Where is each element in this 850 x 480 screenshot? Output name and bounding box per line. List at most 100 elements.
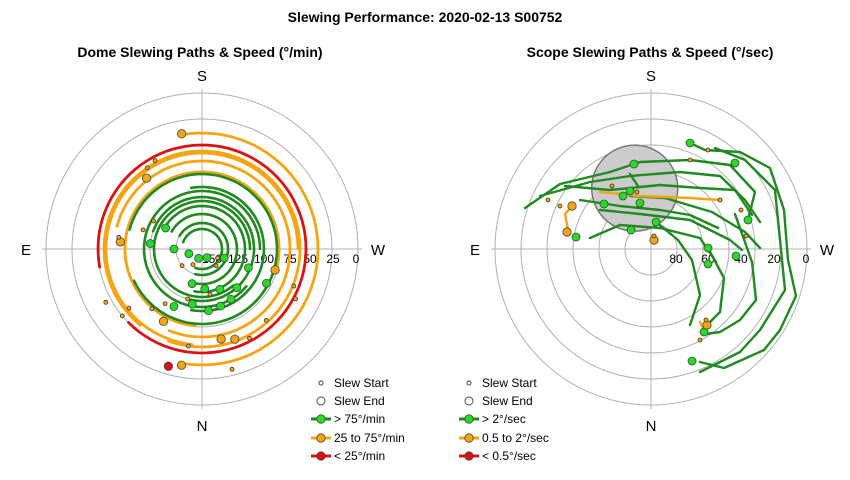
slew-end-point (200, 284, 210, 294)
radial-tick-label: 25 (326, 252, 340, 266)
compass-bottom: N (197, 418, 208, 435)
radial-tick-label: 0 (353, 252, 360, 266)
slew-start-point (126, 305, 132, 311)
slew-path-fast (654, 220, 702, 327)
slew-path-fast (628, 172, 640, 188)
legend-label: > 75°/min (334, 412, 386, 427)
slew-path-fast (563, 183, 754, 217)
legend-symbol-start (466, 380, 472, 386)
slew-end-point (243, 263, 253, 273)
scope-polar-chart: SNE W80 60 40 20 0 (470, 68, 835, 435)
legend-dot (316, 451, 326, 461)
slew-end-point (743, 215, 753, 225)
slew-start-point (116, 234, 122, 240)
compass-left: E (21, 242, 31, 259)
legend-label: Slew Start (482, 376, 537, 390)
slew-start-point (151, 218, 156, 224)
legend-label: 25 to 75°/min (334, 430, 405, 445)
slew-end-point (730, 158, 740, 168)
slew-start-point (229, 366, 235, 372)
slew-end-point (232, 283, 242, 293)
legend-end-marker (316, 396, 326, 406)
slew-end-point (635, 198, 645, 208)
slew-start-point (190, 262, 196, 267)
compass-top: S (646, 68, 656, 85)
legend-symbol-end (464, 396, 474, 406)
slew-end-point (187, 279, 197, 289)
slew-end-point (618, 191, 628, 201)
slew-end-point (169, 244, 179, 254)
slew-start-point (738, 207, 744, 213)
slew-end-point (599, 199, 609, 209)
slew-end-point (161, 223, 171, 233)
legend-symbol-slow (459, 451, 479, 461)
slew-path-medium (102, 149, 302, 349)
slew-path-fast (538, 170, 762, 224)
slew-start-point (213, 263, 219, 269)
slew-end-point (230, 334, 240, 344)
legend-symbol-end (316, 396, 326, 406)
slew-end-point (145, 239, 155, 248)
legend-dot (464, 451, 474, 461)
slew-start-point (743, 233, 749, 239)
slew-end-point (184, 249, 194, 259)
legend-start-marker (466, 380, 472, 386)
slew-path-fast (698, 146, 787, 374)
slew-start-point (179, 263, 185, 269)
legend-start-marker (318, 380, 324, 386)
slew-end-point (562, 227, 572, 237)
slew-start-point (149, 306, 155, 312)
slew-path-fast (523, 158, 757, 222)
slew-end-point (262, 278, 271, 288)
slew-start-point (207, 291, 213, 297)
slew-path-fast (704, 212, 758, 336)
main-title: Slewing Performance: 2020-02-13 S00752 (287, 9, 563, 25)
slew-end-point (204, 306, 213, 316)
legend-symbol-fast (311, 414, 331, 424)
slew-path-fast (704, 246, 726, 328)
slew-start-point (291, 283, 297, 289)
compass-left: E (470, 242, 480, 259)
legend-label: Slew End (482, 394, 533, 409)
slew-path-fast (598, 208, 744, 252)
slew-end-point (629, 159, 639, 169)
slew-end-point (177, 129, 187, 139)
slew-start-point (293, 296, 298, 302)
slew-start-point (545, 197, 551, 203)
slew-end-point (202, 253, 212, 263)
legend-dot (316, 414, 326, 424)
legend-label: Slew End (334, 394, 385, 409)
slew-path-fast (189, 185, 266, 313)
slew-start-point (263, 317, 269, 323)
slew-end-point (626, 225, 636, 235)
slew-end-point (567, 201, 577, 211)
legend-symbol-fast (459, 414, 479, 424)
slew-path-fast (163, 204, 247, 294)
slew-end-point (226, 294, 236, 304)
slew-start-point (247, 335, 252, 341)
slew-path-fast (178, 221, 230, 277)
legend-label: Slew Start (334, 376, 389, 390)
radial-tick-label: 80 (669, 252, 683, 266)
slew-path-medium (104, 151, 300, 346)
slew-path-medium (115, 159, 292, 339)
slew-path-medium (180, 131, 320, 367)
slew-start-point (152, 158, 158, 164)
slew-start-point (697, 337, 703, 343)
radial-tick-label: 0 (803, 252, 810, 266)
slew-end-point (703, 259, 713, 269)
slew-end-point (141, 173, 152, 183)
slew-path-medium (123, 170, 281, 328)
slew-start-point (705, 147, 711, 153)
legend-symbol-start (318, 380, 324, 386)
legend-label: 0.5 to 2°/sec (482, 430, 549, 445)
slew-start-point (119, 313, 125, 319)
slew-start-point (717, 197, 723, 203)
slew-end-point (571, 232, 581, 242)
slew-start-point (185, 343, 191, 349)
compass-top: S (197, 68, 207, 85)
slew-end-point (703, 243, 713, 253)
legend-dot (316, 432, 326, 443)
slew-path-fast (181, 227, 224, 271)
